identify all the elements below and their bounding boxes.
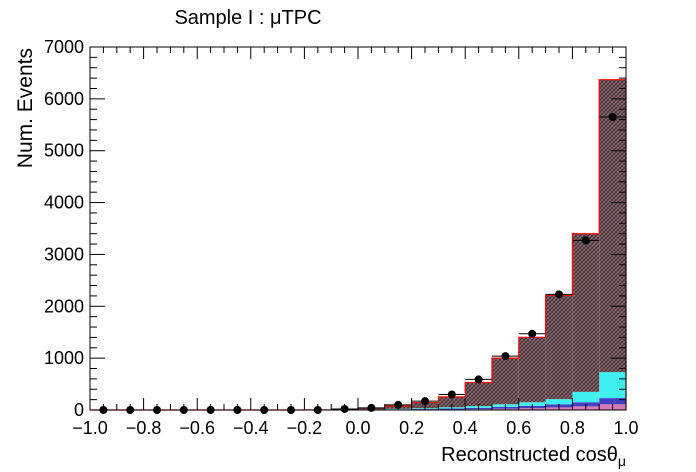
y-tick-label-1: 1000 [44,348,84,368]
x-tick-label-9: 0.8 [560,418,585,438]
chart-title: Sample I : μTPC [174,7,321,29]
stack-bar-layer3-bin14 [465,382,492,407]
y-tick-label-4: 4000 [44,193,84,213]
stack-bar-layer3-bin17 [545,295,573,400]
stack-bar-layer3-bin18 [572,233,600,392]
x-tick-label-8: 0.6 [506,418,531,438]
y-axis-label: Num. Events [14,48,37,168]
y-tick-label-3: 3000 [44,244,84,264]
data-point-17 [555,290,563,299]
y-tick-label-5: 5000 [44,141,84,161]
data-point-19 [608,113,617,122]
y-tick-label-2: 2000 [44,296,84,316]
stack-bar-layer2-bin18 [572,391,600,403]
x-tick-label-6: 0.2 [399,418,424,438]
data-point-16 [528,329,537,338]
stack-bar-layer2-bin19 [599,372,626,399]
x-tick-label-2: −0.6 [179,418,215,438]
data-point-12 [421,397,429,406]
x-tick-label-7: 0.4 [453,418,478,438]
data-point-18 [581,236,590,245]
x-axis-label-theta: θ [607,444,618,466]
x-axis-label-main: Reconstructed cos [441,444,607,466]
data-point-13 [447,390,456,399]
y-tick-label-6: 6000 [44,89,84,109]
stack-bar-layer3-bin19 [599,79,626,373]
axes: −1.0 −0.8 −0.6 −0.4 −0.2 0.0 0.2 0.4 0.6 0.8 1.0 0 1… [44,37,639,438]
x-tick-label-10: 1.0 [613,418,638,438]
x-axis-label: Reconstructed cosθμ [441,444,626,469]
data-point-14 [474,375,483,384]
stack-bar-layer3-bin16 [518,337,546,403]
x-tick-label-5: 0.0 [345,418,370,438]
stack-bar-layer1-bin19 [599,398,626,405]
data-point-15 [501,352,510,361]
x-axis-label-subscript: μ [618,453,626,469]
x-tick-label-4: −0.2 [287,418,323,438]
stack-bar-layer2-bin17 [545,399,573,405]
x-tick-label-3: −0.4 [233,418,269,438]
y-tick-label-0: 0 [74,400,84,420]
y-tick-label-7: 7000 [44,37,84,57]
stacked-histogram [304,79,626,410]
stack-bar-layer3-bin13 [438,396,466,408]
stack-bar-layer3-bin15 [492,358,519,405]
x-tick-label-0: −1.0 [72,418,108,438]
x-tick-label-1: −0.8 [126,418,162,438]
